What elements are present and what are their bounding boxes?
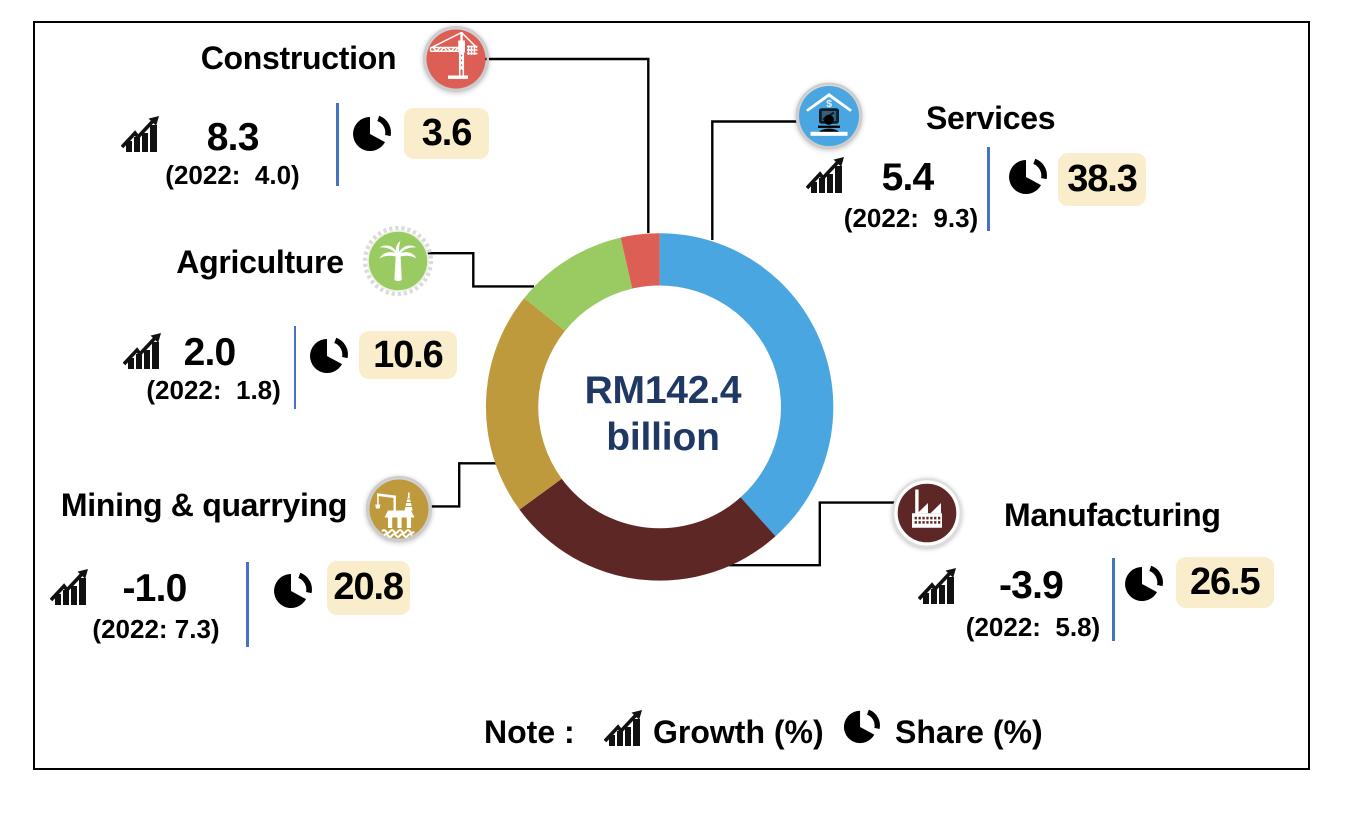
svg-text:$: $ <box>827 98 833 110</box>
